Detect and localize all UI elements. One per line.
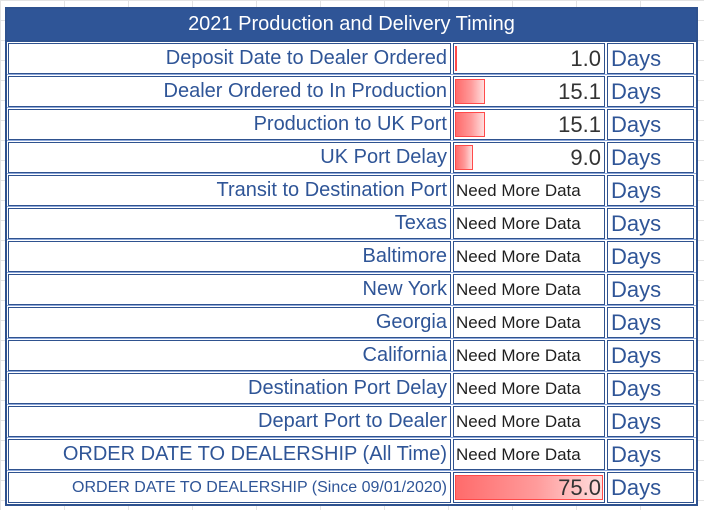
row-label-cell[interactable]: UK Port Delay (8, 142, 451, 173)
row-unit-cell[interactable]: Days (607, 109, 694, 140)
row-value-cell[interactable]: Need More Data (453, 208, 605, 239)
row-unit-cell[interactable]: Days (607, 472, 694, 503)
row-value-text: 9.0 (570, 144, 601, 170)
row-label-cell[interactable]: Deposit Date to Dealer Ordered (8, 43, 451, 74)
row-value-text: Need More Data (456, 180, 581, 200)
row-value-cell[interactable]: Need More Data (453, 373, 605, 404)
row-unit-cell[interactable]: Days (607, 76, 694, 107)
table-row: Georgia Need More Data Days (7, 306, 696, 339)
row-unit-cell[interactable]: Days (607, 307, 694, 338)
row-value-cell[interactable]: 75.0 (453, 472, 605, 503)
row-label-cell[interactable]: ORDER DATE TO DEALERSHIP (All Time) (8, 439, 451, 470)
row-unit-cell[interactable]: Days (607, 406, 694, 437)
data-bar (455, 145, 473, 170)
row-label-cell[interactable]: Dealer Ordered to In Production (8, 76, 451, 107)
table-row: Dealer Ordered to In Production 15.1 Days (7, 75, 696, 108)
row-value-text: Need More Data (456, 279, 581, 299)
row-label-cell[interactable]: ORDER DATE TO DEALERSHIP (Since 09/01/20… (8, 472, 451, 503)
row-label-cell[interactable]: New York (8, 274, 451, 305)
table-row: Destination Port Delay Need More Data Days (7, 372, 696, 405)
row-value-cell[interactable]: Need More Data (453, 274, 605, 305)
row-value-text: Need More Data (456, 312, 581, 332)
row-value-text: Need More Data (456, 411, 581, 431)
row-unit-cell[interactable]: Days (607, 43, 694, 74)
row-value-cell[interactable]: 15.1 (453, 76, 605, 107)
row-label-cell[interactable]: California (8, 340, 451, 371)
table-row: Baltimore Need More Data Days (7, 240, 696, 273)
table-row: UK Port Delay 9.0 Days (7, 141, 696, 174)
row-value-text: Need More Data (456, 213, 581, 233)
row-value-text: Need More Data (456, 444, 581, 464)
timing-table: 2021 Production and Delivery Timing Depo… (5, 7, 698, 506)
row-value-cell[interactable]: Need More Data (453, 340, 605, 371)
row-value-text: 1.0 (570, 45, 601, 71)
row-unit-cell[interactable]: Days (607, 241, 694, 272)
row-unit-cell[interactable]: Days (607, 142, 694, 173)
row-value-text: 15.1 (558, 78, 601, 104)
row-unit-cell[interactable]: Days (607, 373, 694, 404)
row-label-cell[interactable]: Depart Port to Dealer (8, 406, 451, 437)
row-label-cell[interactable]: Production to UK Port (8, 109, 451, 140)
row-value-cell[interactable]: Need More Data (453, 406, 605, 437)
row-label-cell[interactable]: Transit to Destination Port (8, 175, 451, 206)
row-label-cell[interactable]: Texas (8, 208, 451, 239)
table-row: Texas Need More Data Days (7, 207, 696, 240)
row-value-cell[interactable]: 1.0 (453, 43, 605, 74)
row-value-cell[interactable]: 15.1 (453, 109, 605, 140)
row-unit-cell[interactable]: Days (607, 175, 694, 206)
row-value-cell[interactable]: Need More Data (453, 439, 605, 470)
row-unit-cell[interactable]: Days (607, 274, 694, 305)
row-value-text: 15.1 (558, 111, 601, 137)
table-rows: Deposit Date to Dealer Ordered 1.0 Days Dea… (7, 42, 696, 504)
row-label-cell[interactable]: Destination Port Delay (8, 373, 451, 404)
row-value-cell[interactable]: Need More Data (453, 175, 605, 206)
table-row: ORDER DATE TO DEALERSHIP (All Time) Need … (7, 438, 696, 471)
row-value-text: Need More Data (456, 345, 581, 365)
row-value-cell[interactable]: Need More Data (453, 307, 605, 338)
row-unit-cell[interactable]: Days (607, 208, 694, 239)
table-row: Deposit Date to Dealer Ordered 1.0 Days (7, 42, 696, 75)
row-value-cell[interactable]: 9.0 (453, 142, 605, 173)
table-row: Production to UK Port 15.1 Days (7, 108, 696, 141)
row-value-text: 75.0 (558, 474, 601, 500)
row-label-cell[interactable]: Georgia (8, 307, 451, 338)
table-title[interactable]: 2021 Production and Delivery Timing (7, 9, 696, 42)
row-unit-cell[interactable]: Days (607, 340, 694, 371)
row-value-cell[interactable]: Need More Data (453, 241, 605, 272)
table-row: Transit to Destination Port Need More Dat… (7, 174, 696, 207)
data-bar (455, 79, 485, 104)
table-row: New York Need More Data Days (7, 273, 696, 306)
row-value-text: Need More Data (456, 378, 581, 398)
table-row: California Need More Data Days (7, 339, 696, 372)
data-bar (455, 112, 485, 137)
table-row: Depart Port to Dealer Need More Data Days (7, 405, 696, 438)
data-bar (455, 46, 457, 71)
row-value-text: Need More Data (456, 246, 581, 266)
row-label-cell[interactable]: Baltimore (8, 241, 451, 272)
table-row: ORDER DATE TO DEALERSHIP (Since 09/01/20… (7, 471, 696, 504)
row-unit-cell[interactable]: Days (607, 439, 694, 470)
data-bar (455, 475, 603, 500)
